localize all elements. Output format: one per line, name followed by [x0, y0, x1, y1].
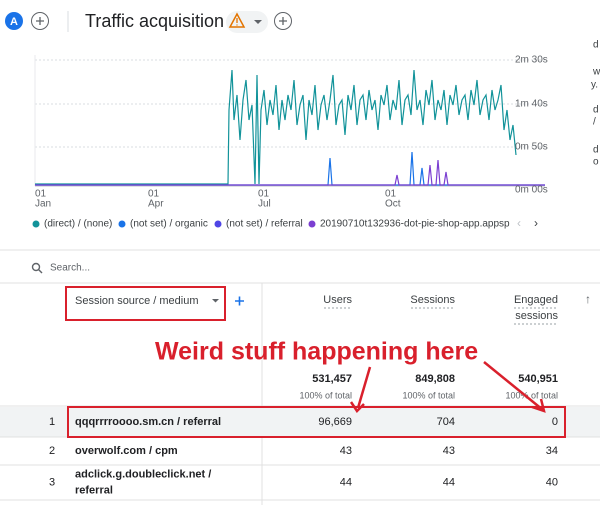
truncated-text: o: [593, 157, 599, 168]
row-cell: 40: [546, 476, 558, 488]
truncated-text: /: [593, 117, 596, 128]
legend-label[interactable]: (not set) / organic: [130, 219, 208, 230]
legend-dot: [308, 220, 316, 228]
truncated-text: w: [592, 67, 600, 78]
dropdown-icon: [254, 20, 262, 24]
page-title: Traffic acquisition: [85, 11, 224, 31]
x-axis-day: 01: [258, 189, 270, 200]
row-cell: 44: [443, 476, 455, 488]
highlight-box: [65, 286, 226, 321]
search-icon: [38, 269, 43, 274]
search-input[interactable]: Search...: [50, 263, 90, 274]
annotation: Weird stuff happening here: [155, 338, 478, 366]
x-axis-day: 01: [148, 189, 160, 200]
legend-prev[interactable]: ‹: [517, 216, 521, 230]
legend-label[interactable]: (direct) / (none): [44, 219, 112, 230]
row-rank: 2: [49, 445, 55, 457]
x-axis-month: Jan: [35, 199, 51, 210]
series-line: [35, 151, 545, 186]
truncated-text: d: [593, 145, 599, 156]
sort-icon[interactable]: ↑: [585, 292, 591, 306]
y-axis-label: 1m 40s: [515, 99, 548, 110]
legend-dot: [118, 220, 126, 228]
row-cell: 704: [437, 416, 455, 428]
series-line: [35, 159, 545, 186]
add-button[interactable]: [31, 12, 49, 30]
column-header[interactable]: Users: [323, 294, 352, 306]
x-axis-month: Oct: [385, 199, 401, 210]
highlight-box: [67, 406, 566, 438]
legend-label[interactable]: 20190710t132936-dot-pie-shop-app.appsp: [320, 219, 510, 230]
row-source[interactable]: adclick.g.doubleclick.net /: [75, 468, 211, 480]
dimension-selector[interactable]: Session source / medium: [75, 295, 199, 307]
x-axis-day: 01: [35, 189, 47, 200]
truncated-text: d: [593, 105, 599, 116]
add-dimension[interactable]: [235, 296, 244, 306]
x-axis-month: Apr: [148, 199, 164, 210]
total-value: 540,951: [518, 373, 558, 385]
line-chart: [34, 55, 545, 187]
legend-next[interactable]: ›: [534, 216, 538, 230]
x-axis-month: Jul: [258, 199, 271, 210]
truncated-text: d: [593, 40, 599, 51]
truncated-text: y.: [591, 80, 598, 91]
avatar-letter: A: [10, 16, 18, 28]
add-comparison[interactable]: [274, 12, 292, 30]
annotation-arrow: [356, 366, 372, 409]
row-cell: 0: [552, 416, 558, 428]
total-note: 100% of total: [402, 390, 455, 400]
row-cell: 44: [340, 476, 352, 488]
search-icon: [31, 262, 41, 272]
arrow-head: [531, 398, 546, 413]
row-rank: 1: [49, 416, 55, 428]
legend-dot: [32, 220, 40, 228]
y-axis-label: 0m 50s: [515, 142, 548, 153]
total-value: 531,457: [312, 373, 352, 385]
annotation-arrow: [483, 361, 544, 411]
total-note: 100% of total: [299, 390, 352, 400]
avatar[interactable]: [5, 12, 23, 30]
dropdown-icon: [212, 299, 219, 303]
row-cell: 96,669: [318, 416, 352, 428]
row-rank: 3: [49, 476, 55, 488]
row-cell: 34: [546, 445, 558, 457]
y-axis-label: 2m 30s: [515, 55, 548, 66]
row-cell: 43: [340, 445, 352, 457]
row-cell: 43: [443, 445, 455, 457]
total-note: 100% of total: [505, 390, 558, 400]
legend-label[interactable]: (not set) / referral: [226, 219, 303, 230]
plus-icon: [36, 17, 44, 25]
total-value: 849,808: [415, 373, 455, 385]
column-header[interactable]: Engaged: [514, 294, 558, 306]
row-source[interactable]: qqqrrrroooo.sm.cn / referral: [75, 416, 221, 428]
column-header[interactable]: Sessions: [410, 294, 455, 306]
arrow-head: [349, 401, 365, 413]
row-source[interactable]: referral: [75, 484, 113, 496]
series-line: [35, 69, 517, 185]
plus-icon: [279, 17, 287, 25]
warning-icon: [228, 12, 246, 28]
legend-dot: [214, 220, 222, 228]
x-axis-day: 01: [385, 189, 397, 200]
row-highlight: [0, 407, 600, 437]
row-source[interactable]: overwolf.com / cpm: [75, 445, 178, 457]
y-axis-label: 0m 00s: [515, 185, 548, 196]
column-header[interactable]: sessions: [515, 310, 558, 322]
